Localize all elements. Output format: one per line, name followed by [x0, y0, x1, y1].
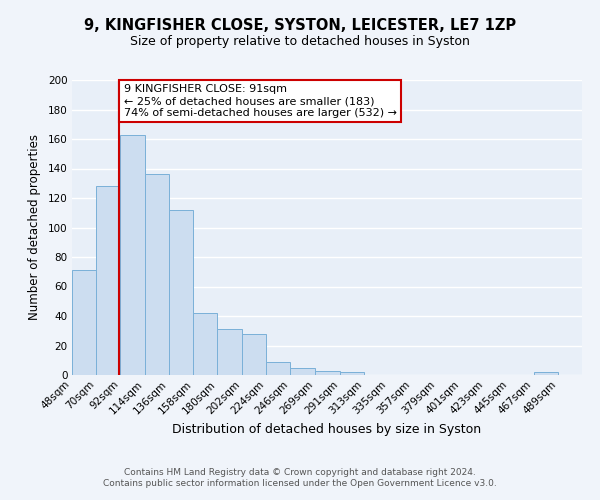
Bar: [72, 270, 96, 375]
Bar: [193, 313, 217, 375]
Text: 9, KINGFISHER CLOSE, SYSTON, LEICESTER, LE7 1ZP: 9, KINGFISHER CLOSE, SYSTON, LEICESTER, …: [84, 18, 516, 32]
Bar: [145, 174, 169, 375]
Bar: [290, 368, 316, 375]
X-axis label: Distribution of detached houses by size in Syston: Distribution of detached houses by size …: [172, 423, 482, 436]
Text: 9 KINGFISHER CLOSE: 91sqm
← 25% of detached houses are smaller (183)
74% of semi: 9 KINGFISHER CLOSE: 91sqm ← 25% of detac…: [124, 84, 397, 117]
Text: Size of property relative to detached houses in Syston: Size of property relative to detached ho…: [130, 35, 470, 48]
Bar: [96, 186, 121, 375]
Bar: [121, 134, 145, 375]
Bar: [533, 372, 558, 375]
Bar: [340, 372, 364, 375]
Bar: [169, 210, 193, 375]
Y-axis label: Number of detached properties: Number of detached properties: [28, 134, 41, 320]
Bar: [242, 334, 266, 375]
Bar: [217, 330, 242, 375]
Bar: [266, 362, 290, 375]
Text: Contains HM Land Registry data © Crown copyright and database right 2024.
Contai: Contains HM Land Registry data © Crown c…: [103, 468, 497, 487]
Bar: [316, 370, 340, 375]
